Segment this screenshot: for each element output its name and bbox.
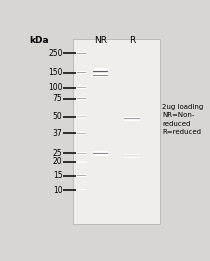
Text: 20: 20: [53, 157, 63, 167]
Text: 37: 37: [53, 129, 63, 138]
Text: R: R: [129, 36, 135, 45]
Text: 150: 150: [48, 68, 63, 77]
Text: 250: 250: [48, 49, 63, 58]
Text: kDa: kDa: [29, 36, 49, 45]
Text: 2ug loading
NR=Non-
reduced
R=reduced: 2ug loading NR=Non- reduced R=reduced: [162, 104, 203, 135]
Text: 25: 25: [53, 149, 63, 158]
Text: 75: 75: [53, 94, 63, 103]
Text: 10: 10: [53, 186, 63, 195]
Bar: [73, 39, 160, 224]
Text: 15: 15: [53, 171, 63, 180]
Text: 50: 50: [53, 112, 63, 121]
Text: 100: 100: [48, 83, 63, 92]
Text: NR: NR: [94, 36, 107, 45]
